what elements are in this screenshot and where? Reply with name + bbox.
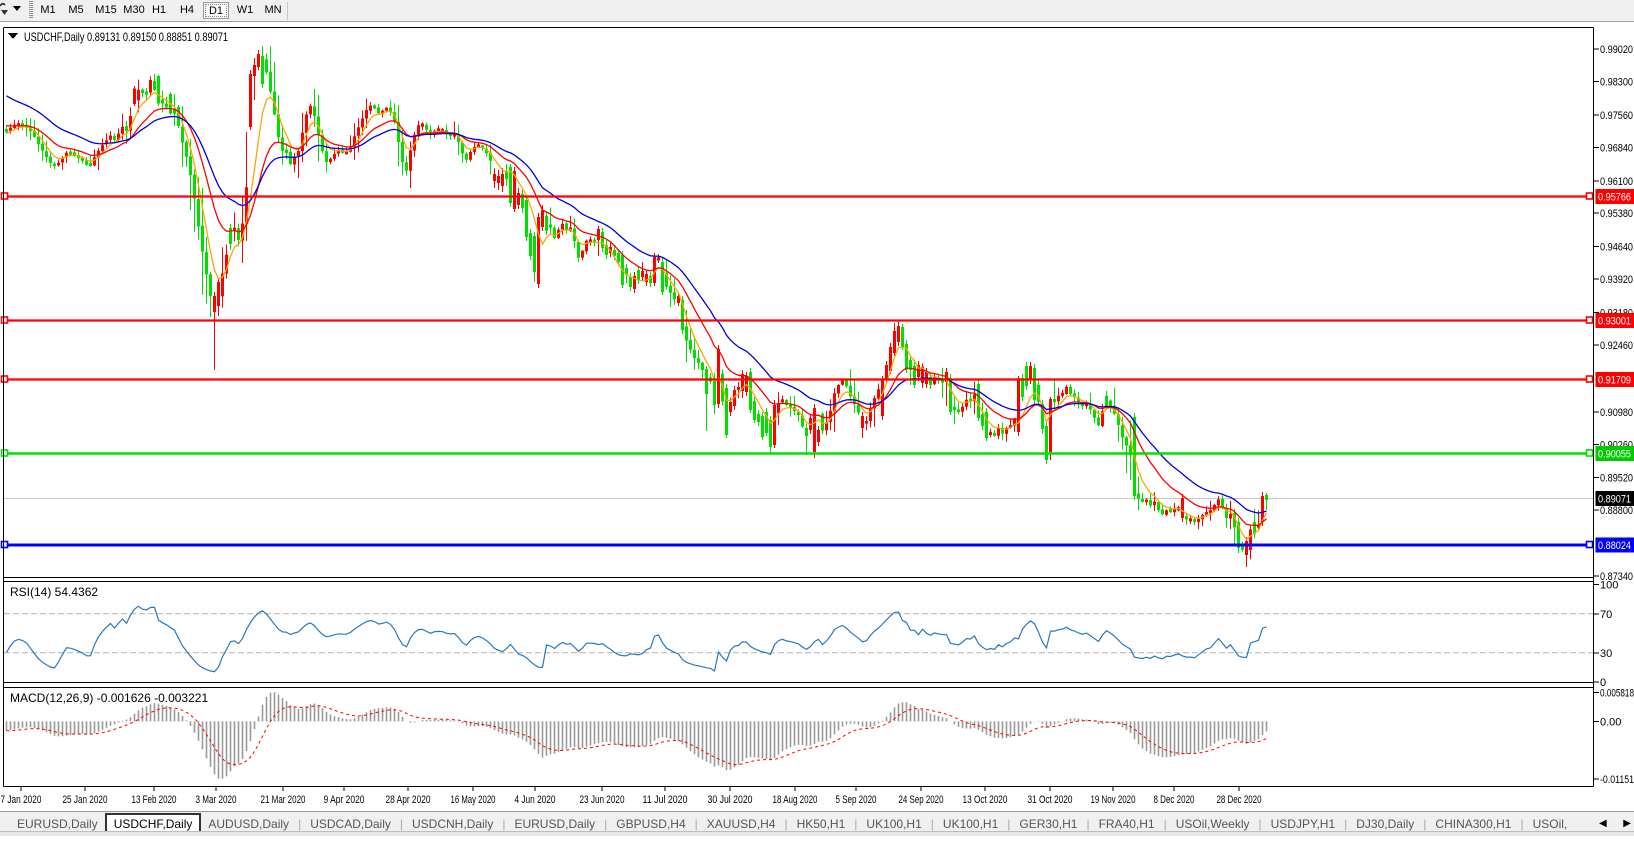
svg-text:5 Sep 2020: 5 Sep 2020 [836,794,877,806]
svg-text:100: 100 [1600,580,1618,592]
svg-text:23 Jun 2020: 23 Jun 2020 [580,794,625,806]
svg-text:0.96100: 0.96100 [1600,176,1633,188]
svg-text:16 May 2020: 16 May 2020 [451,794,496,806]
svg-text:11 Jul 2020: 11 Jul 2020 [643,794,688,806]
svg-text:18 Aug 2020: 18 Aug 2020 [773,794,818,806]
svg-text:0.88024: 0.88024 [1598,540,1631,552]
svg-text:0.97560: 0.97560 [1600,110,1633,122]
svg-text:0.93001: 0.93001 [1598,316,1631,328]
svg-text:0.88800: 0.88800 [1600,505,1633,517]
svg-text:0.90980: 0.90980 [1600,407,1633,419]
svg-text:0.95766: 0.95766 [1598,192,1631,204]
svg-text:0.98300: 0.98300 [1600,77,1633,89]
svg-text:70: 70 [1600,609,1612,621]
svg-text:USDCHF,Daily 0.89131 0.89150: USDCHF,Daily 0.89131 0.89150 0.88851 0.8… [24,30,228,44]
svg-text:0.005818: 0.005818 [1600,687,1634,699]
svg-text:0.91709: 0.91709 [1598,375,1631,387]
svg-text:28 Dec 2020: 28 Dec 2020 [1217,794,1262,806]
svg-text:0.00: 0.00 [1600,716,1621,728]
svg-text:3 Mar 2020: 3 Mar 2020 [196,794,237,806]
svg-text:30 Jul 2020: 30 Jul 2020 [708,794,753,806]
svg-text:0.95380: 0.95380 [1600,208,1633,220]
svg-text:7 Jan 2020: 7 Jan 2020 [1,794,42,806]
svg-text:13 Oct 2020: 13 Oct 2020 [963,794,1008,806]
svg-text:9 Apr 2020: 9 Apr 2020 [324,794,365,806]
svg-text:25 Jan 2020: 25 Jan 2020 [63,794,108,806]
svg-text:0.90055: 0.90055 [1598,449,1631,461]
svg-text:13 Feb 2020: 13 Feb 2020 [132,794,177,806]
svg-text:0.89071: 0.89071 [1598,494,1631,506]
svg-text:30: 30 [1600,648,1612,660]
svg-text:4 Jun 2020: 4 Jun 2020 [515,794,556,806]
svg-text:19 Nov 2020: 19 Nov 2020 [1091,794,1136,806]
svg-text:0.99020: 0.99020 [1600,44,1633,56]
svg-text:21 Mar 2020: 21 Mar 2020 [261,794,306,806]
svg-text:31 Oct 2020: 31 Oct 2020 [1028,794,1073,806]
svg-text:0.89520: 0.89520 [1600,473,1633,485]
svg-text:RSI(14) 54.4362: RSI(14) 54.4362 [10,585,98,599]
svg-text:0.96840: 0.96840 [1600,142,1633,154]
svg-text:8 Dec 2020: 8 Dec 2020 [1154,794,1195,806]
svg-text:-0.01151: -0.01151 [1600,774,1634,786]
svg-text:24 Sep 2020: 24 Sep 2020 [899,794,944,806]
svg-text:28 Apr 2020: 28 Apr 2020 [386,794,431,806]
svg-text:0.93920: 0.93920 [1600,274,1633,286]
svg-text:MACD(12,26,9) -0.001626 -0.003: MACD(12,26,9) -0.001626 -0.003221 [10,691,208,705]
svg-text:0.94640: 0.94640 [1600,242,1633,254]
svg-text:0.92460: 0.92460 [1600,340,1633,352]
